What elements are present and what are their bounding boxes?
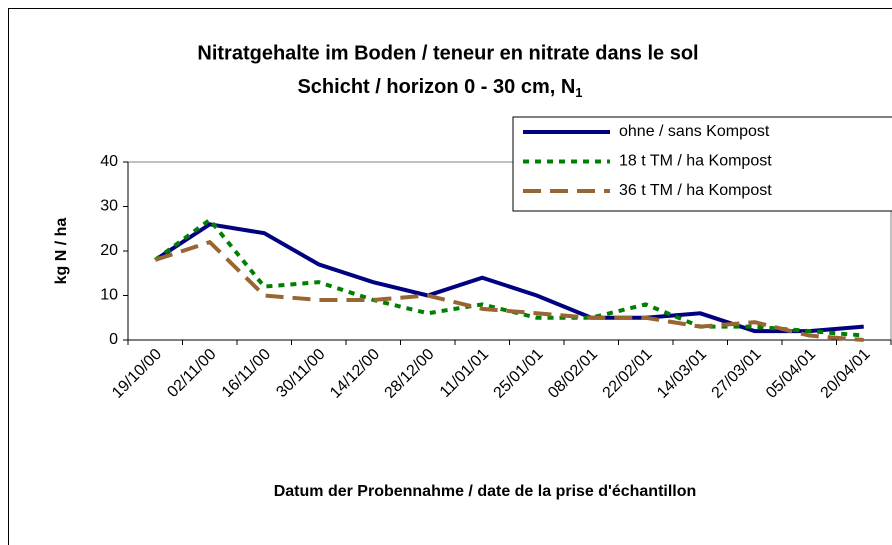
series-line [154, 217, 864, 338]
y-tick-label: 10 [100, 287, 118, 304]
series-line [154, 239, 864, 342]
subtitle-text: Schicht / horizon 0 - 30 cm, N [297, 76, 575, 98]
legend-label: 18 t TM / ha Kompost [619, 153, 772, 170]
chart-title: Nitratgehalte im Boden / teneur en nitra… [197, 42, 698, 64]
chart-subtitle: Schicht / horizon 0 - 30 cm, N1 [297, 76, 582, 100]
y-tick-label: 0 [109, 331, 118, 348]
legend-label: 36 t TM / ha Kompost [619, 182, 772, 199]
y-tick-label: 40 [100, 153, 118, 170]
y-tick-label: 20 [100, 242, 118, 259]
y-axis-label: kg N / ha [53, 218, 70, 285]
subtitle-subscript: 1 [575, 85, 582, 100]
legend-label: ohne / sans Kompost [619, 123, 770, 140]
x-axis-label: Datum der Probennahme / date de la prise… [274, 483, 697, 500]
y-tick-label: 30 [100, 198, 118, 215]
chart-frame [8, 8, 892, 545]
